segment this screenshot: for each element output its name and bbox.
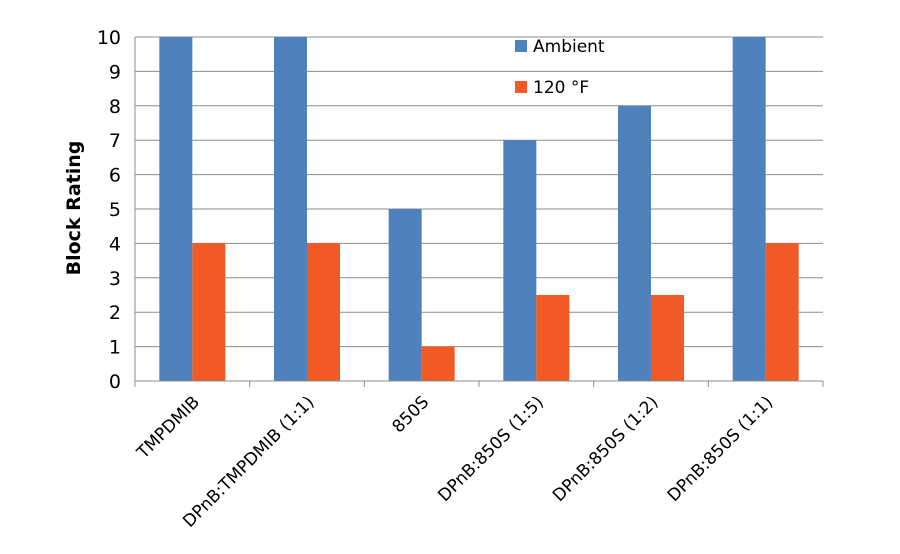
y-axis-label: Block Rating [63,141,85,276]
x-tick-label: DPnB:TMPDMIB (1:1) [179,392,318,531]
bar-ambient [159,37,193,381]
bar-ambient [618,105,651,382]
y-tick-label: 3 [109,268,121,290]
y-tick-label: 1 [109,337,121,359]
bar-ambient [503,140,537,381]
bar-ambient [274,37,307,381]
bar-120f [421,346,455,381]
y-tick-label: 0 [109,371,121,393]
y-tick-label: 2 [109,302,121,324]
x-tick-label: DPnB:850S (1:1) [664,392,777,505]
bar-ambient [388,209,422,381]
y-tick-label: 6 [109,165,121,187]
legend-label: 120 °F [533,78,589,98]
y-tick-labels: 0 1 2 3 4 5 6 7 8 9 10 [97,27,121,393]
y-tick-label: 4 [109,233,121,255]
bar-120f [765,243,799,381]
legend: Ambient 120 °F [515,37,605,98]
bars [159,37,799,382]
y-tick-label: 9 [109,61,121,83]
x-tick-label: DPnB:850S (1:2) [549,392,662,505]
axes [134,37,824,387]
bar-120f [651,295,684,381]
legend-swatch [515,40,527,52]
x-tick-label: DPnB:850S (1:5) [434,392,547,505]
y-tick-label: 10 [97,27,121,49]
gridlines [135,36,823,348]
legend-swatch [515,81,527,93]
bar-ambient [732,37,766,381]
y-tick-label: 8 [109,96,121,118]
y-tick-label: 7 [109,130,121,152]
bar-120f [307,243,340,381]
bar-120f [192,243,226,381]
x-tick-label: 850S [388,392,433,437]
x-tick-label: TMPDMIB [133,392,204,463]
legend-label: Ambient [533,37,605,57]
bar-120f [536,295,570,381]
y-tick-label: 5 [109,199,121,221]
